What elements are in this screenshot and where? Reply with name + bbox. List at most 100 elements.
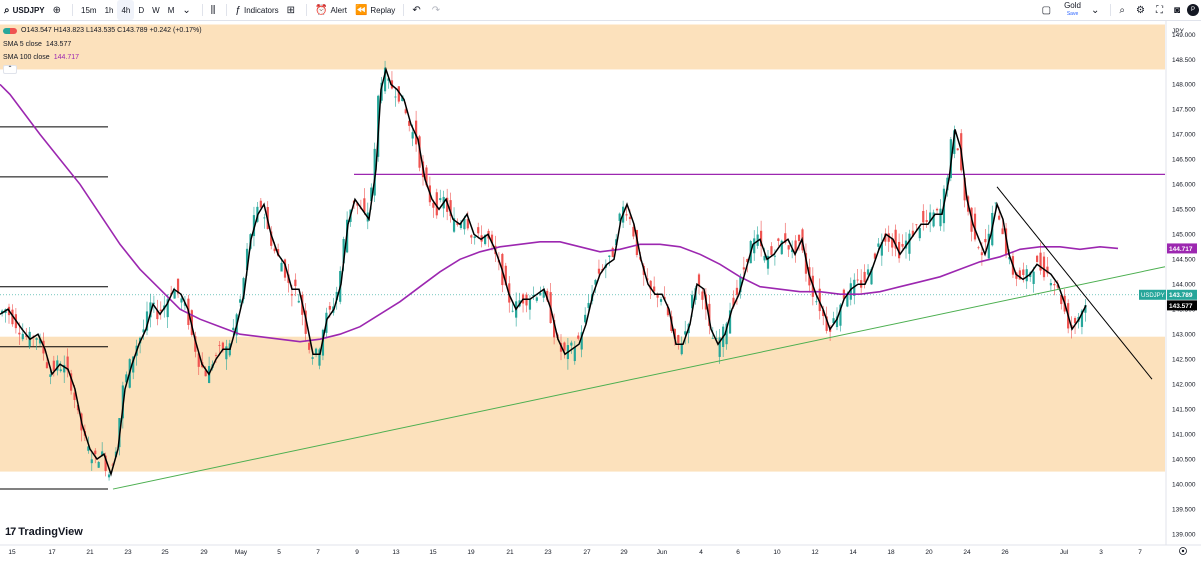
redo-button[interactable]: ↷ xyxy=(428,0,447,20)
candle-body xyxy=(625,214,628,216)
candle-body xyxy=(870,268,873,285)
search-icon: ⌕ xyxy=(4,4,10,16)
rewind-icon: ⏪ xyxy=(354,4,368,16)
layout-dropdown[interactable]: ⌄ xyxy=(1087,0,1106,20)
candle-body xyxy=(1046,266,1049,274)
candle-body xyxy=(66,356,69,371)
candle-body xyxy=(577,335,580,339)
time-tick-label: 21 xyxy=(506,549,514,556)
candle-body xyxy=(415,120,418,145)
candle-body xyxy=(797,234,801,242)
candle-body xyxy=(815,301,818,303)
candle-body xyxy=(1049,282,1052,286)
candle-body xyxy=(697,274,701,287)
candle-body xyxy=(818,288,821,312)
time-axis[interactable]: 15 17 21 23 25 29 May 5 7 9 13 15 19 21 23 27 29 Jun 4 6 10 1… xyxy=(0,544,1201,556)
interval-w[interactable]: W xyxy=(152,5,160,15)
time-tick-label: 10 xyxy=(773,549,781,556)
candle-body xyxy=(846,294,849,307)
interval-15m[interactable]: 15m xyxy=(81,5,97,15)
interval-m[interactable]: M xyxy=(167,5,175,15)
fullscreen-button[interactable]: ⛶ xyxy=(1152,0,1170,20)
candle-body xyxy=(404,109,407,114)
candle-body xyxy=(597,268,601,274)
snapshot-button[interactable]: ◙ xyxy=(1170,0,1187,20)
layout-name-button[interactable]: Gold Save xyxy=(1058,2,1087,18)
horizontal-levels xyxy=(0,126,1165,490)
candle-body xyxy=(994,202,997,204)
candle-body xyxy=(673,329,676,339)
price-tick-label: 141.500 xyxy=(1172,406,1196,413)
candle-body xyxy=(659,299,663,302)
time-tick-label: 29 xyxy=(200,549,208,556)
alert-button[interactable]: ⏰ Alert xyxy=(311,0,351,20)
interval-4h[interactable]: 4h xyxy=(117,0,135,20)
candle-body xyxy=(432,202,435,208)
undo-button[interactable]: ↶ xyxy=(408,0,427,20)
avatar[interactable]: P xyxy=(1187,4,1199,16)
candle-body xyxy=(918,227,921,239)
candle-body xyxy=(780,240,783,255)
candle-body xyxy=(580,332,583,350)
candle-body xyxy=(314,348,318,354)
candle-body xyxy=(684,331,687,335)
candle-body xyxy=(760,230,763,247)
candle-body xyxy=(608,255,611,257)
candle-body xyxy=(525,294,528,306)
tradingview-logo[interactable]: 17 TradingView xyxy=(5,526,83,538)
collapse-legend-button[interactable]: ⌃ xyxy=(3,64,17,74)
price-tick-label: 141.000 xyxy=(1172,431,1196,438)
sma100-price-label: 144.717 xyxy=(1169,246,1193,253)
time-axis-settings[interactable] xyxy=(1179,547,1187,555)
candle-body xyxy=(356,202,359,206)
interval-dropdown[interactable]: ⌄ xyxy=(178,0,197,20)
sma5-price-label: 143.577 xyxy=(1169,303,1193,310)
candle-body xyxy=(977,247,980,249)
axis-unit: JPY xyxy=(1172,28,1185,35)
templates-button[interactable]: ⊞ xyxy=(283,0,302,20)
indicators-button[interactable]: ƒ Indicators xyxy=(231,0,282,20)
candle-body xyxy=(342,239,345,264)
replay-button[interactable]: ⏪ Replay xyxy=(351,0,399,20)
last-price-label: 143.789 xyxy=(1169,292,1193,299)
chevron-down-icon: ⌄ xyxy=(182,4,191,16)
candle-body xyxy=(283,259,287,278)
replay-label: Replay xyxy=(370,5,396,15)
price-tick-label: 145.000 xyxy=(1172,232,1196,239)
time-tick-label: 17 xyxy=(48,549,56,556)
candle-body xyxy=(318,349,321,366)
candle-body xyxy=(1032,271,1035,284)
sma5-value: 143.577 xyxy=(45,40,72,48)
candle-body xyxy=(715,337,718,340)
candle-body xyxy=(1022,269,1025,276)
candle-body xyxy=(615,239,618,245)
sma5-row[interactable]: SMA 5 close 143.577 xyxy=(3,38,202,52)
sma100-price-label-bg xyxy=(1167,243,1197,254)
tv-logo-icon: 17 xyxy=(5,526,16,538)
chart-type-button[interactable]: ⫼ xyxy=(207,0,223,20)
settings-button[interactable]: ⚙ xyxy=(1132,0,1152,20)
layout-button[interactable]: ▢ xyxy=(1038,0,1058,20)
candle-body xyxy=(504,265,507,286)
candle-body xyxy=(214,355,218,356)
time-tick-label: Jul xyxy=(1060,549,1069,556)
candle-body xyxy=(766,255,770,269)
sma100-row[interactable]: SMA 100 close 144.717 xyxy=(3,51,202,65)
candle-body xyxy=(90,459,93,464)
candle-body xyxy=(739,276,742,293)
candle-body xyxy=(194,336,197,352)
candle-body xyxy=(245,248,249,270)
interval-d[interactable]: D xyxy=(138,5,145,15)
symbol-search[interactable]: ⌕ USDJPY xyxy=(0,0,49,20)
price-tick-label: 148.000 xyxy=(1172,82,1196,89)
time-tick-label: 18 xyxy=(887,549,895,556)
time-tick-label: Jun xyxy=(657,549,668,556)
interval-1h[interactable]: 1h xyxy=(104,5,114,15)
price-tick-label: 142.000 xyxy=(1172,381,1196,388)
price-axis[interactable]: JPY 149.000 148.500 148.000 147.500 147.000 1… xyxy=(1165,21,1196,545)
candle-body xyxy=(925,220,928,222)
time-tick-label: 15 xyxy=(8,549,16,556)
quick-search-button[interactable]: ⌕ xyxy=(1115,0,1132,20)
compare-button[interactable]: ⊕ xyxy=(49,0,68,20)
